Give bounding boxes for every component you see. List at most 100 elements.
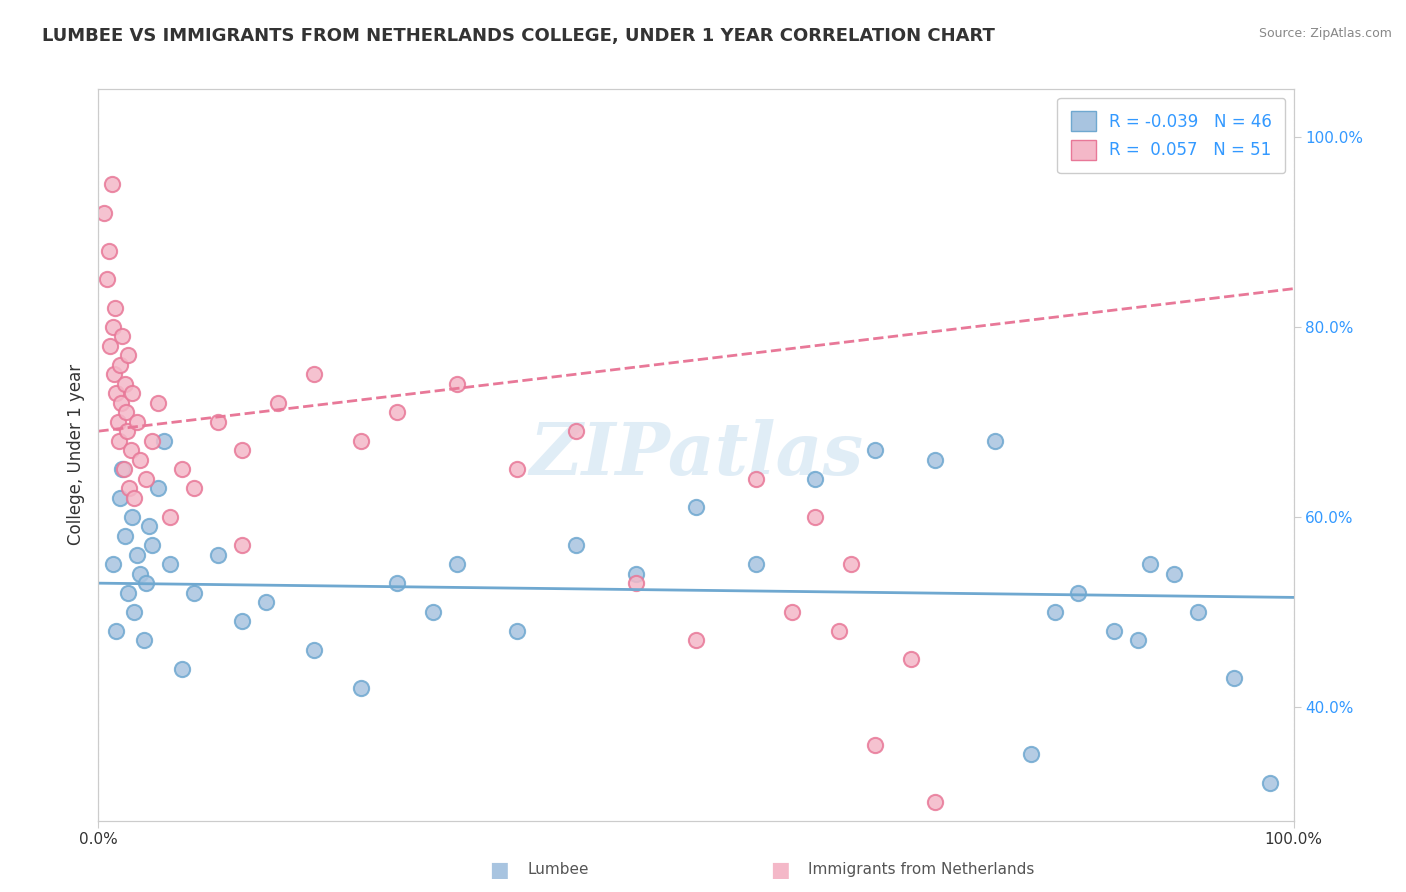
Lumbee	[1102, 624, 1125, 638]
Lumbee	[1222, 671, 1246, 685]
Lumbee	[124, 605, 146, 619]
Immigrants from Netherlands	[565, 424, 588, 438]
Lumbee	[1067, 585, 1090, 599]
Immigrants from Netherlands	[112, 462, 135, 476]
Lumbee	[135, 576, 157, 591]
Lumbee	[745, 557, 768, 571]
Immigrants from Netherlands	[120, 443, 142, 458]
Lumbee	[105, 624, 128, 638]
Immigrants from Netherlands	[745, 472, 768, 486]
Lumbee	[1163, 566, 1185, 581]
Lumbee	[231, 614, 253, 628]
Immigrants from Netherlands	[159, 509, 181, 524]
Lumbee	[111, 462, 134, 476]
Immigrants from Netherlands	[110, 395, 132, 409]
Lumbee	[138, 519, 160, 533]
Immigrants from Netherlands	[98, 244, 121, 258]
Lumbee	[626, 566, 648, 581]
Immigrants from Netherlands	[125, 415, 148, 429]
Lumbee	[159, 557, 181, 571]
Lumbee	[132, 633, 155, 648]
Immigrants from Netherlands	[172, 462, 194, 476]
Text: ZIPatlas: ZIPatlas	[529, 419, 863, 491]
Immigrants from Netherlands	[841, 557, 863, 571]
Immigrants from Netherlands	[115, 405, 138, 419]
Lumbee	[114, 529, 136, 543]
Immigrants from Netherlands	[350, 434, 373, 448]
Y-axis label: College, Under 1 year: College, Under 1 year	[66, 364, 84, 546]
Immigrants from Netherlands	[105, 386, 128, 401]
Lumbee	[422, 605, 444, 619]
Immigrants from Netherlands	[804, 509, 827, 524]
Legend: R = -0.039   N = 46, R =  0.057   N = 51: R = -0.039 N = 46, R = 0.057 N = 51	[1057, 97, 1285, 173]
Immigrants from Netherlands	[129, 452, 152, 467]
Immigrants from Netherlands	[111, 329, 134, 343]
Immigrants from Netherlands	[107, 434, 129, 448]
Lumbee	[1128, 633, 1150, 648]
Immigrants from Netherlands	[446, 376, 468, 391]
Lumbee	[108, 491, 131, 505]
Immigrants from Netherlands	[780, 605, 803, 619]
Immigrants from Netherlands	[828, 624, 851, 638]
Immigrants from Netherlands	[863, 738, 887, 752]
Lumbee	[117, 585, 139, 599]
Immigrants from Netherlands	[100, 177, 122, 191]
Lumbee	[101, 557, 124, 571]
Lumbee	[446, 557, 468, 571]
Immigrants from Netherlands	[115, 424, 138, 438]
Immigrants from Netherlands	[148, 395, 170, 409]
Immigrants from Netherlands	[96, 272, 118, 286]
Immigrants from Netherlands	[121, 386, 143, 401]
Lumbee	[924, 452, 946, 467]
Lumbee	[350, 681, 373, 695]
Lumbee	[1139, 557, 1161, 571]
Lumbee	[148, 481, 170, 495]
Lumbee	[1187, 605, 1209, 619]
Immigrants from Netherlands	[506, 462, 529, 476]
Lumbee	[685, 500, 707, 515]
Immigrants from Netherlands	[117, 348, 139, 362]
Lumbee	[121, 509, 143, 524]
Lumbee	[141, 538, 163, 552]
Lumbee	[506, 624, 529, 638]
Immigrants from Netherlands	[385, 405, 409, 419]
Text: Source: ZipAtlas.com: Source: ZipAtlas.com	[1258, 27, 1392, 40]
Lumbee	[385, 576, 409, 591]
Immigrants from Netherlands	[141, 434, 163, 448]
Immigrants from Netherlands	[101, 319, 124, 334]
Lumbee	[254, 595, 277, 609]
Immigrants from Netherlands	[93, 205, 115, 219]
Lumbee	[804, 472, 827, 486]
Lumbee	[984, 434, 1007, 448]
Text: ■: ■	[489, 860, 509, 880]
Lumbee	[129, 566, 152, 581]
Lumbee	[863, 443, 887, 458]
Immigrants from Netherlands	[685, 633, 707, 648]
Text: Immigrants from Netherlands: Immigrants from Netherlands	[808, 863, 1035, 877]
Immigrants from Netherlands	[302, 367, 325, 381]
Lumbee	[302, 642, 325, 657]
Immigrants from Netherlands	[135, 472, 157, 486]
Immigrants from Netherlands	[98, 339, 122, 353]
Immigrants from Netherlands	[231, 443, 253, 458]
Immigrants from Netherlands	[107, 415, 129, 429]
Lumbee	[125, 548, 148, 562]
Lumbee	[183, 585, 205, 599]
Lumbee	[565, 538, 588, 552]
Immigrants from Netherlands	[124, 491, 146, 505]
Immigrants from Netherlands	[924, 795, 946, 809]
Immigrants from Netherlands	[118, 481, 141, 495]
Immigrants from Netherlands	[207, 415, 229, 429]
Immigrants from Netherlands	[183, 481, 205, 495]
Immigrants from Netherlands	[626, 576, 648, 591]
Immigrants from Netherlands	[108, 358, 131, 372]
Immigrants from Netherlands	[114, 376, 136, 391]
Text: LUMBEE VS IMMIGRANTS FROM NETHERLANDS COLLEGE, UNDER 1 YEAR CORRELATION CHART: LUMBEE VS IMMIGRANTS FROM NETHERLANDS CO…	[42, 27, 995, 45]
Lumbee	[153, 434, 176, 448]
Immigrants from Netherlands	[103, 367, 125, 381]
Lumbee	[1043, 605, 1066, 619]
Lumbee	[207, 548, 229, 562]
Text: ■: ■	[770, 860, 790, 880]
Immigrants from Netherlands	[267, 395, 290, 409]
Text: Lumbee: Lumbee	[527, 863, 589, 877]
